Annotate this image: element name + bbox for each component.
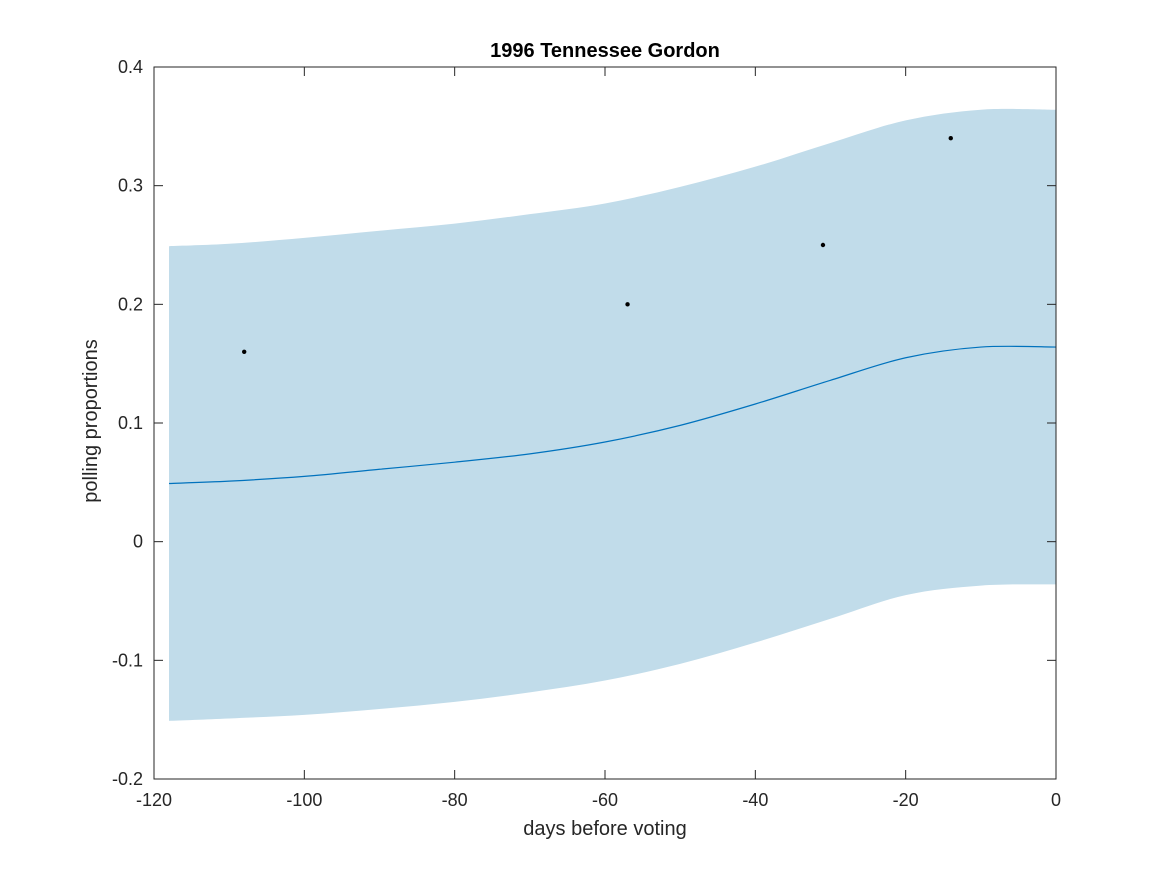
data-point [242, 349, 247, 354]
y-axis-label: polling proportions [80, 339, 102, 502]
plot-layer [169, 108, 1057, 721]
data-point [948, 136, 953, 141]
chart-title: 1996 Tennessee Gordon [490, 40, 720, 62]
y-tick-label: 0.1 [118, 413, 143, 433]
x-tick-label: -80 [442, 790, 468, 810]
tick-layer: -120 -100 -80 -60 -40 -20 0 -0.2 -0.1 0 0.1 0.2 0.3 0… [112, 57, 1061, 810]
trend-line [169, 345, 1057, 485]
data-point [625, 302, 630, 307]
x-tick-label: -40 [742, 790, 768, 810]
y-tick-label: 0.2 [118, 294, 143, 314]
data-point [820, 242, 826, 248]
x-tick-label: -60 [592, 790, 618, 810]
x-tick-label: -20 [893, 790, 919, 810]
y-tick-label: -0.1 [112, 650, 143, 670]
confidence-band [169, 108, 1056, 721]
x-tick-label: 0 [1051, 790, 1061, 810]
x-tick-label: -100 [286, 790, 322, 810]
y-tick-label: -0.2 [112, 769, 143, 789]
x-tick-label: -120 [136, 790, 172, 810]
x-axis-label: days before voting [523, 818, 686, 840]
y-tick-label: 0.4 [118, 57, 143, 77]
y-tick-label: 0.3 [118, 176, 143, 196]
y-tick-label: 0 [133, 532, 143, 552]
